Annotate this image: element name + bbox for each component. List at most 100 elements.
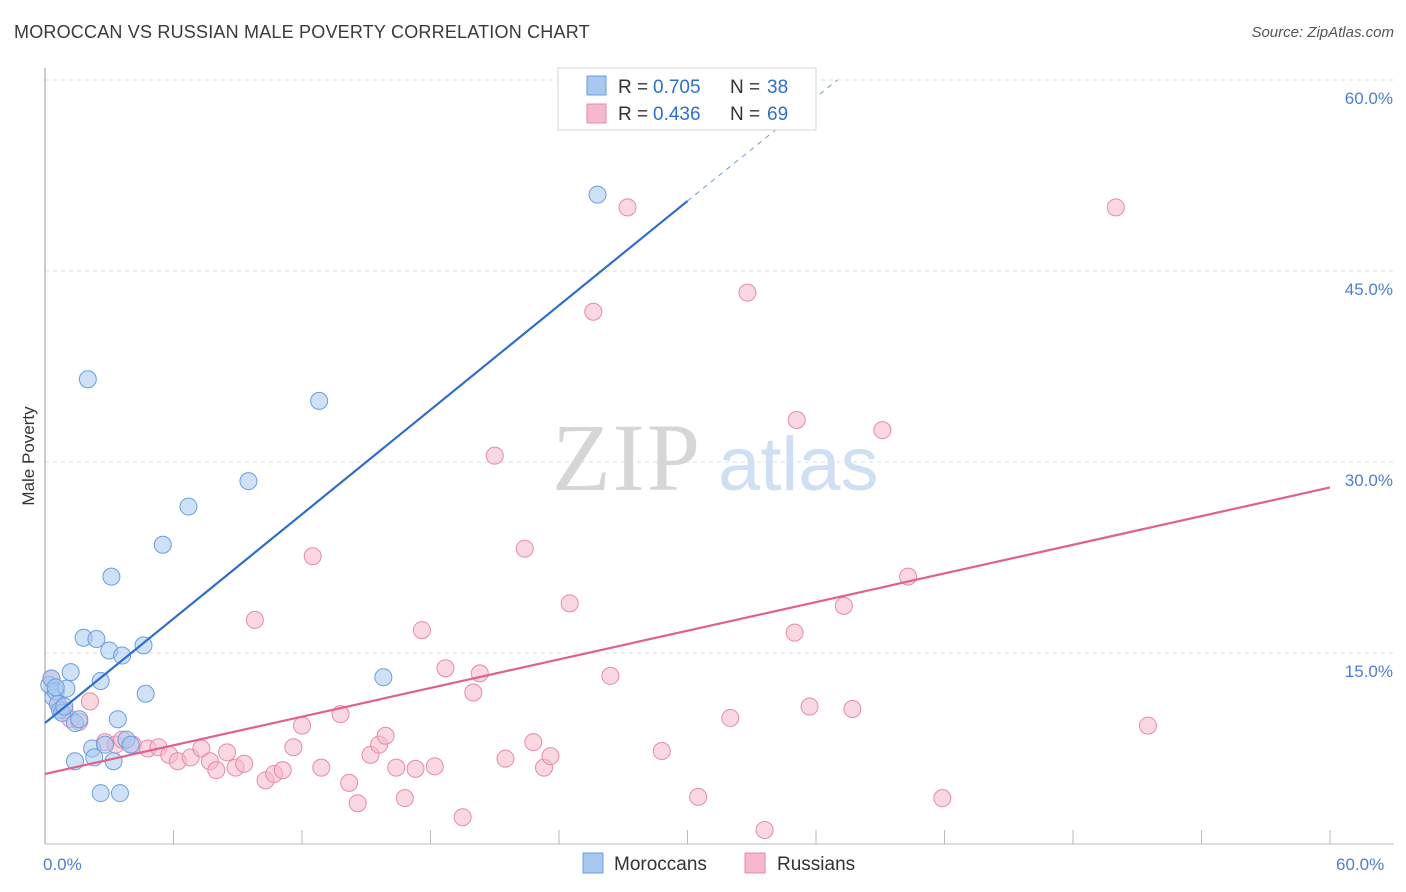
moroccans-point	[374, 668, 393, 687]
russians-point	[524, 733, 543, 752]
y-tick-labels: 15.0% 30.0% 45.0% 60.0%	[1345, 89, 1393, 681]
moroccans-point	[91, 784, 110, 803]
russians-point	[873, 421, 892, 440]
russians-point	[560, 594, 579, 613]
russians-point	[348, 794, 367, 813]
moroccans-point	[113, 646, 132, 665]
legend-r-value-russians: 0.436	[653, 104, 701, 125]
russians-point	[80, 692, 99, 711]
chart-title: MOROCCAN VS RUSSIAN MALE POVERTY CORRELA…	[14, 22, 590, 42]
russians-point	[618, 198, 637, 217]
moroccans-point	[91, 672, 110, 691]
moroccans-trend-line	[44, 200, 689, 724]
svg-text:R =: R =	[618, 77, 648, 98]
russians-point	[496, 749, 515, 768]
legend-r-label-russians: R =	[618, 104, 648, 125]
russians-point	[340, 773, 359, 792]
moroccans-point	[102, 567, 121, 586]
moroccans-point	[95, 735, 114, 754]
legend-bottom-label-russians: Russians	[777, 854, 855, 875]
x-ticks	[173, 830, 1331, 844]
moroccans-point	[136, 684, 155, 703]
russians-point	[843, 700, 862, 719]
russians-point	[412, 621, 431, 640]
russians-point	[933, 789, 952, 808]
watermark-atlas: atlas	[718, 422, 879, 507]
moroccans-point	[108, 710, 127, 729]
moroccans-point	[134, 636, 153, 655]
russians-point	[312, 758, 331, 777]
russians-point	[207, 761, 226, 780]
russians-points	[42, 198, 1157, 839]
russians-point	[652, 742, 671, 761]
russians-point	[787, 410, 806, 429]
legend-r-label-moroccans: R =	[618, 77, 648, 98]
y-tick-label: 45.0%	[1345, 280, 1393, 299]
russians-point	[800, 697, 819, 716]
moroccans-point	[87, 629, 106, 648]
axes	[44, 68, 1394, 845]
legend-bottom-label-moroccans: Moroccans	[614, 854, 707, 875]
moroccans-point	[110, 784, 129, 803]
russians-trend-line	[44, 486, 1331, 776]
moroccans-point	[179, 497, 198, 516]
russians-point	[245, 610, 264, 629]
russians-point	[755, 820, 774, 839]
legend-top: R = 0.705 N = 38 R = 0.436 N = 69	[557, 67, 817, 131]
russians-point	[721, 708, 740, 727]
russians-point	[485, 446, 504, 465]
source-label: Source: ZipAtlas.com	[1251, 24, 1394, 41]
legend-n-value-russians: 69	[767, 104, 788, 125]
moroccans-point	[78, 370, 97, 389]
legend-swatch-russians	[586, 103, 607, 124]
moroccans-point	[121, 735, 140, 754]
russians-point	[541, 747, 560, 766]
russians-point	[689, 787, 708, 806]
legend-bottom-swatch-moroccans	[582, 852, 604, 874]
moroccans-point	[46, 678, 65, 697]
russians-point	[584, 302, 603, 321]
russians-point	[293, 716, 311, 735]
legend-n-value-moroccans: 38	[767, 77, 788, 98]
moroccans-point	[70, 710, 89, 729]
russians-point	[284, 738, 303, 757]
russians-point	[834, 596, 853, 615]
russians-point	[601, 666, 620, 685]
russians-point	[1138, 716, 1157, 735]
moroccans-point	[104, 752, 123, 771]
moroccans-point	[588, 185, 607, 204]
russians-point	[436, 659, 455, 678]
russians-point	[425, 757, 444, 776]
russians-point	[376, 726, 395, 745]
legend-swatch-moroccans	[586, 75, 607, 96]
russians-point	[406, 759, 425, 778]
russians-point	[235, 754, 254, 773]
watermark: ZIP atlas	[552, 404, 879, 511]
russians-point	[738, 283, 757, 302]
x-tick-label-min: 0.0%	[43, 855, 82, 874]
x-tick-label-max: 60.0%	[1336, 855, 1384, 874]
russians-point	[387, 758, 406, 777]
watermark-zip: ZIP	[552, 404, 702, 511]
moroccans-point	[153, 535, 172, 554]
russians-point	[453, 808, 472, 827]
russians-point	[273, 761, 292, 780]
russians-point	[785, 623, 804, 642]
russians-point	[218, 743, 237, 762]
moroccans-point	[310, 391, 329, 410]
y-tick-label: 60.0%	[1345, 89, 1393, 108]
russians-point	[515, 539, 534, 558]
russians-point	[303, 547, 322, 566]
russians-point	[395, 789, 414, 808]
moroccans-point	[61, 663, 80, 682]
moroccans-point	[239, 472, 258, 491]
russians-point	[1106, 198, 1125, 217]
legend-bottom: Moroccans Russians	[582, 852, 855, 875]
legend-bottom-swatch-russians	[744, 852, 766, 874]
y-tick-label: 30.0%	[1345, 471, 1393, 490]
legend-n-label-russians: N =	[730, 104, 760, 125]
legend-r-value-moroccans: 0.705	[653, 77, 701, 98]
legend-n-label-moroccans: N =	[730, 77, 760, 98]
grid-lines	[45, 79, 1394, 654]
